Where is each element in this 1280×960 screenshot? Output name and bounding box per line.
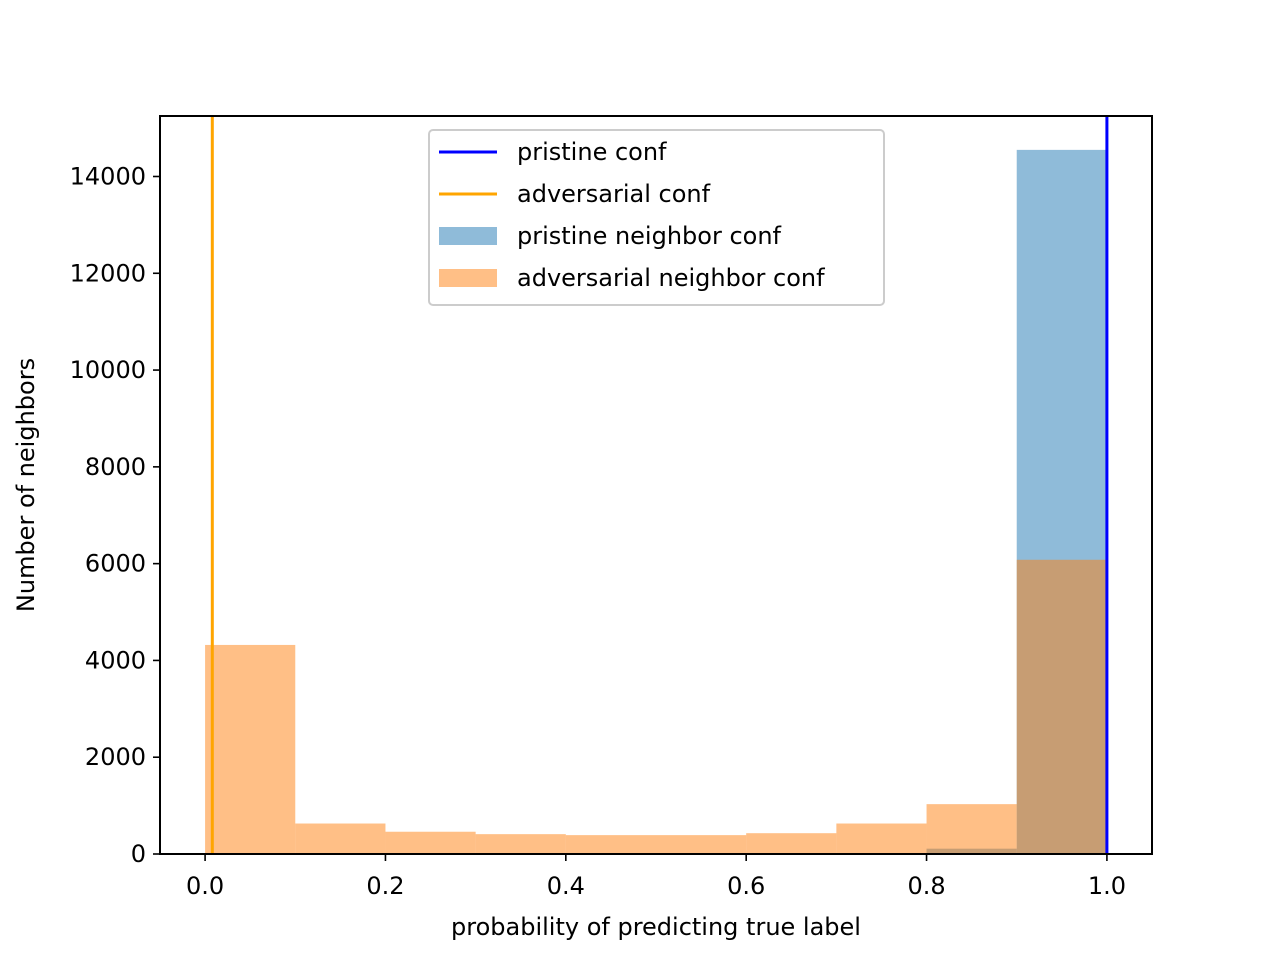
bar-series-1-bin-6 <box>746 833 837 854</box>
y-tick-label-3: 6000 <box>85 550 146 578</box>
bar-series-1-bin-2 <box>385 831 476 854</box>
x-tick-label-3: 0.6 <box>727 872 765 900</box>
y-tick-label-5: 10000 <box>70 356 146 384</box>
legend-patch-swatch-3 <box>439 269 497 287</box>
bar-series-1-bin-5 <box>656 835 747 854</box>
bar-series-1-bin-7 <box>836 823 927 854</box>
legend-patch-swatch-2 <box>439 227 497 245</box>
y-tick-label-1: 2000 <box>85 743 146 771</box>
bar-series-1-bin-9 <box>1016 559 1107 854</box>
y-tick-label-2: 4000 <box>85 646 146 674</box>
ticks-layer: 0.0 0.2 0.4 0.6 0.8 1.0 0 2000 4000 6000 8000 10000… <box>70 162 1126 900</box>
x-tick-label-5: 1.0 <box>1088 872 1126 900</box>
bar-series-1-bin-1 <box>295 823 386 854</box>
vlines-layer <box>210 116 1109 854</box>
y-tick-label-6: 12000 <box>70 259 146 287</box>
bar-series-1-bin-0 <box>205 644 296 854</box>
y-axis-label: Number of neighbors <box>12 358 40 612</box>
plot-frame <box>159 115 1153 855</box>
legend-label-2: pristine neighbor conf <box>517 222 782 250</box>
legend-label-0: pristine conf <box>517 138 667 166</box>
legend-box <box>428 129 885 306</box>
x-tick-label-4: 0.8 <box>907 872 945 900</box>
y-tick-label-4: 8000 <box>85 453 146 481</box>
x-axis-label: probability of predicting true label <box>451 913 861 941</box>
bar-series-1-bin-8 <box>926 804 1017 854</box>
legend: pristine conf adversarial conf pristine ne… <box>428 129 885 306</box>
bars-layer <box>205 149 1107 854</box>
bar-series-1-bin-3 <box>475 834 566 854</box>
x-tick-label-1: 0.2 <box>366 872 404 900</box>
x-tick-label-0: 0.0 <box>186 872 224 900</box>
bar-series-1-bin-4 <box>565 835 656 854</box>
legend-label-3: adversarial neighbor conf <box>517 264 825 292</box>
y-tick-label-0: 0 <box>131 840 146 868</box>
x-tick-label-2: 0.4 <box>547 872 585 900</box>
y-tick-label-7: 14000 <box>70 162 146 190</box>
legend-label-1: adversarial conf <box>517 180 711 208</box>
